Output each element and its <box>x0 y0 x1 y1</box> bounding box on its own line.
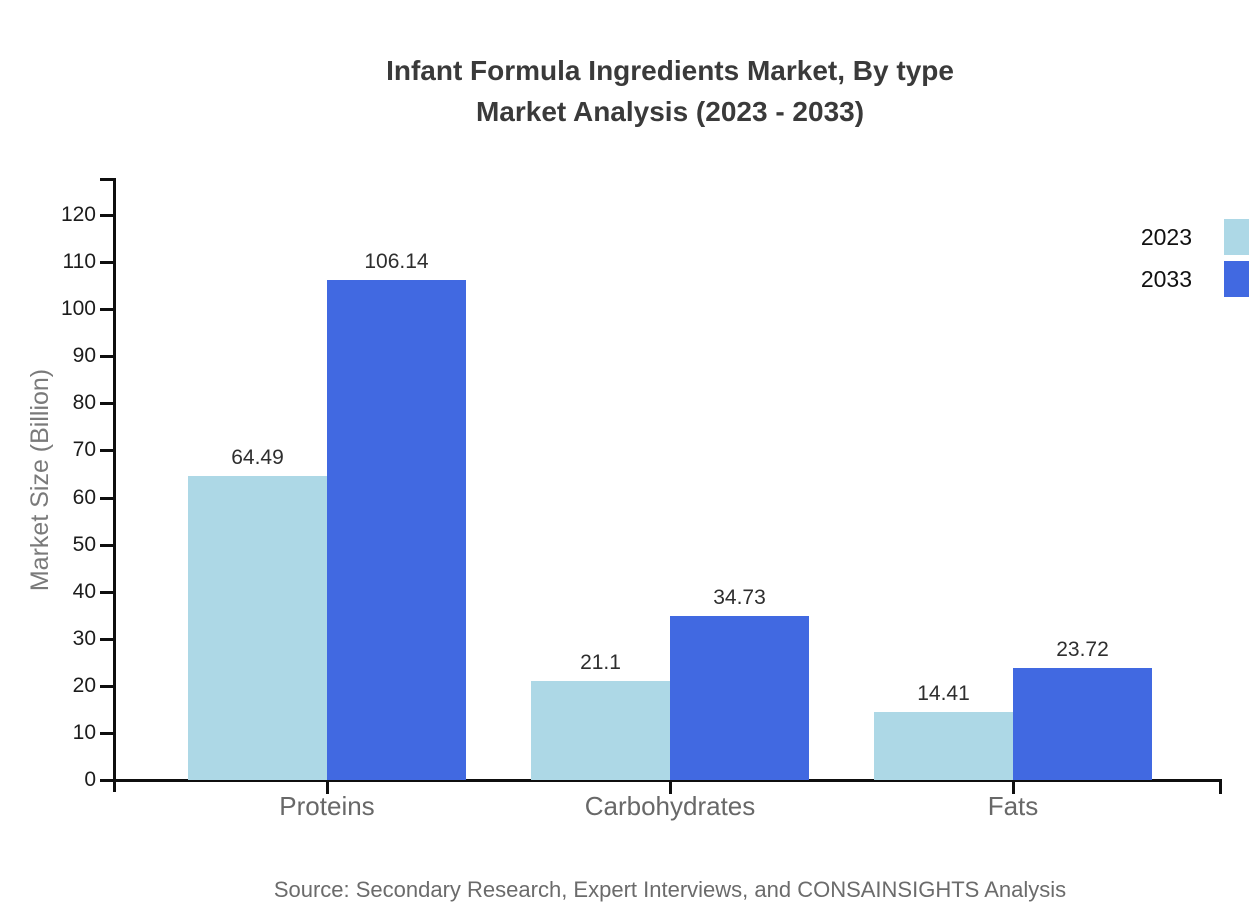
y-tick-label: 110 <box>62 250 96 274</box>
chart-title: Infant Formula Ingredients Market, By ty… <box>80 50 1260 132</box>
y-tick-label: 70 <box>72 438 96 462</box>
y-tick-label: 10 <box>72 720 96 744</box>
y-tick-label: 120 <box>60 203 96 226</box>
x-axis-line <box>113 779 1222 782</box>
bar-fats-2033 <box>1013 668 1152 780</box>
y-tick-mark <box>100 214 113 217</box>
x-category-label: Carbohydrates <box>584 791 756 821</box>
x-tick-mark <box>669 782 672 794</box>
x-tick-mark <box>1012 782 1015 794</box>
chart-title-line1: Infant Formula Ingredients Market, By ty… <box>386 55 954 86</box>
bar-carbohydrates-2033 <box>670 616 809 780</box>
bar-value-label: 23.72 <box>1056 638 1109 661</box>
chart-title-line2: Market Analysis (2023 - 2033) <box>475 96 865 127</box>
source-note: Source: Secondary Research, Expert Inter… <box>273 877 1067 902</box>
x-tick-mark <box>326 782 329 794</box>
y-tick-mark <box>100 308 113 312</box>
legend-label: 2023 <box>1140 224 1192 250</box>
y-tick-mark <box>100 355 113 359</box>
y-axis-top-cap <box>100 178 116 181</box>
bar-value-label: 21.1 <box>580 651 621 674</box>
bar-proteins-2023 <box>188 476 327 780</box>
y-tick-label: 30 <box>72 626 96 650</box>
y-tick-mark <box>100 261 113 265</box>
y-tick-label: 0 <box>84 768 96 791</box>
y-tick-label: 50 <box>72 532 96 556</box>
y-axis-line <box>113 178 116 792</box>
legend-label: 2033 <box>1140 266 1192 292</box>
y-tick-label: 90 <box>72 344 96 368</box>
bar-value-label: 106.14 <box>364 250 429 273</box>
y-tick-label: 60 <box>72 485 96 509</box>
x-axis-end-cap <box>1219 779 1222 794</box>
y-tick-mark <box>100 590 113 594</box>
y-tick-label: 80 <box>72 391 96 415</box>
y-tick-mark <box>100 496 113 500</box>
y-tick-mark <box>100 449 113 453</box>
y-tick-mark <box>100 402 113 406</box>
y-tick-mark <box>100 543 113 547</box>
y-tick-label: 40 <box>72 579 96 603</box>
bar-carbohydrates-2023 <box>531 681 670 780</box>
bar-proteins-2033 <box>327 280 466 780</box>
bar-fats-2023 <box>874 712 1013 780</box>
y-tick-mark <box>100 779 113 782</box>
y-tick-label: 20 <box>72 673 96 697</box>
y-tick-mark <box>100 637 113 641</box>
bar-value-label: 14.41 <box>917 682 970 705</box>
y-tick-label: 100 <box>60 297 96 321</box>
y-tick-mark <box>100 731 113 735</box>
legend-swatch-2033 <box>1224 261 1249 297</box>
legend-swatch-2023 <box>1224 219 1249 255</box>
x-category-label: Fats <box>987 791 1039 821</box>
bar-value-label: 64.49 <box>231 446 284 469</box>
bar-value-label: 34.73 <box>713 586 766 609</box>
y-tick-mark <box>100 684 113 688</box>
x-category-label: Proteins <box>279 791 375 821</box>
